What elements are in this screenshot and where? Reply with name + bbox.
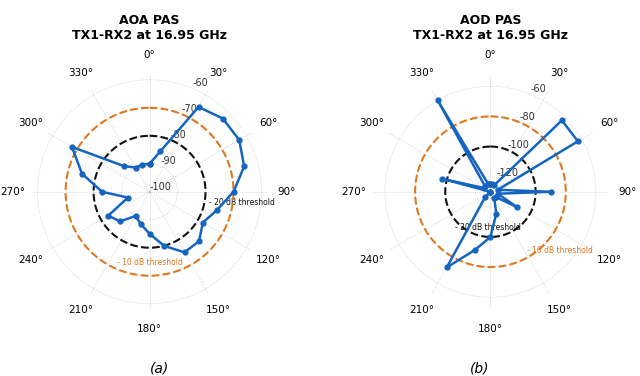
Text: - 20 dB threshold: - 20 dB threshold [455, 223, 521, 232]
Text: - 20 dB threshold: - 20 dB threshold [209, 198, 275, 207]
Text: (b): (b) [470, 361, 490, 375]
Text: - 10 dB threshold: - 10 dB threshold [527, 246, 593, 255]
Text: (a): (a) [150, 361, 170, 375]
Title: AOA PAS
TX1-RX2 at 16.95 GHz: AOA PAS TX1-RX2 at 16.95 GHz [72, 14, 227, 42]
Title: AOD PAS
TX1-RX2 at 16.95 GHz: AOD PAS TX1-RX2 at 16.95 GHz [413, 14, 568, 42]
Text: - 10 dB threshold: - 10 dB threshold [116, 258, 182, 267]
